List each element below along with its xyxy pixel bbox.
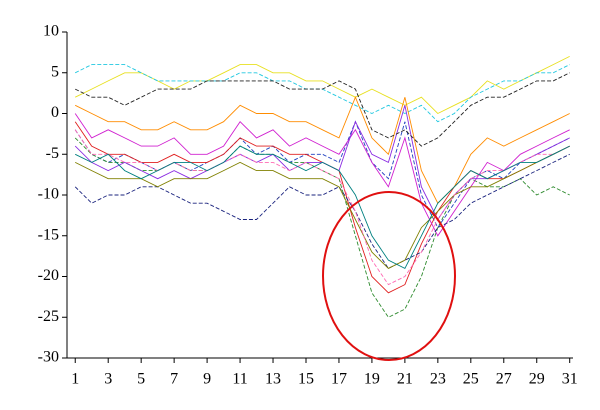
y-tick-label: -20 [38,267,59,284]
x-tick-label: 21 [397,371,413,388]
highlight-circle [322,191,456,361]
series-line [74,129,570,286]
x-tick-label: 25 [463,371,479,388]
x-tick-label: 1 [71,371,79,388]
x-tick-label: 7 [170,371,178,388]
x-tick-label: 5 [137,371,145,388]
y-tick-label: -25 [38,308,59,325]
x-tick-label: 19 [364,371,380,388]
y-tick-label: 5 [51,63,59,80]
y-tick-label: 10 [43,23,59,40]
x-tick-label: 27 [496,371,512,388]
series-line [74,137,570,318]
x-tick-label: 23 [430,371,446,388]
series-line [75,55,570,115]
series-line [74,153,570,269]
y-tick-label: -10 [38,186,59,203]
x-tick-label: 15 [298,371,314,388]
y-tick-label: -5 [46,145,59,162]
x-tick-label: 3 [104,371,112,388]
x-tick-label: 29 [529,371,545,388]
series-line [74,145,570,269]
y-tick-label: -15 [38,226,59,243]
y-tick-label: -30 [38,349,59,366]
x-tick-label: 11 [232,371,247,388]
x-tick-label: 31 [562,371,578,388]
series-line [75,72,570,147]
y-tick-label: 0 [51,104,59,121]
series-line [74,95,570,204]
series-line [75,145,570,270]
x-tick-label: 17 [331,371,347,388]
x-tick-label: 13 [265,371,281,388]
series-line [74,113,570,237]
x-tick-label: 9 [203,371,211,388]
